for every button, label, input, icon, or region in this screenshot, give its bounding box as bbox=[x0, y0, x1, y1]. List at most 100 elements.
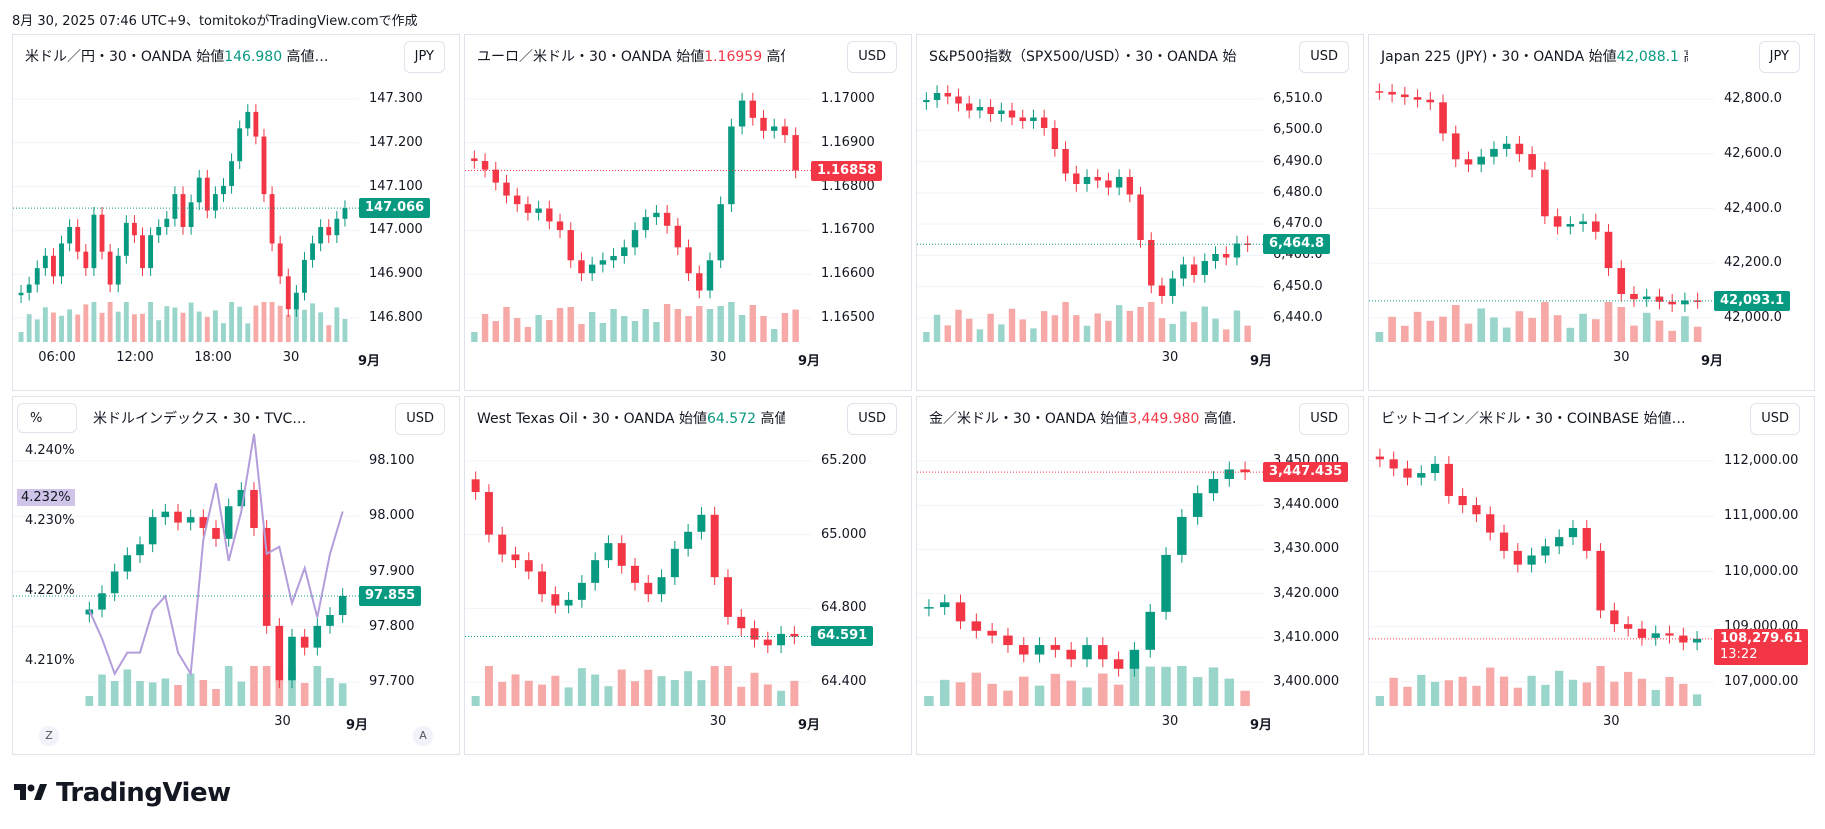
candle-body bbox=[1051, 128, 1059, 149]
last-price-value: 6,464.8 bbox=[1269, 236, 1325, 252]
candle-body bbox=[131, 222, 137, 236]
time-axis-label: 9月 bbox=[1249, 718, 1273, 733]
volume-bar bbox=[763, 684, 772, 706]
panel-title[interactable]: West Texas Oil・30・OANDA 始値64.572 高値… bbox=[475, 408, 785, 428]
volume-bar bbox=[790, 680, 799, 706]
chart-panel-usdjpy[interactable]: 米ドル／円・30・OANDA 始値146.980 高値… JPY 147.300 14… bbox=[12, 34, 460, 391]
last-price-tag: 42,093.1 bbox=[1714, 290, 1791, 311]
candle-body bbox=[1464, 159, 1473, 165]
candle-body bbox=[338, 595, 347, 615]
volume-bar bbox=[99, 312, 105, 342]
candle-body bbox=[269, 194, 275, 244]
candle-body bbox=[174, 511, 182, 523]
candle-body bbox=[229, 161, 235, 186]
volume-bar bbox=[262, 666, 271, 706]
candle-body bbox=[511, 554, 520, 561]
volume-bar bbox=[617, 669, 626, 706]
chart-plot[interactable] bbox=[1369, 397, 1814, 754]
volume-bar bbox=[196, 311, 202, 342]
volume-bar bbox=[1094, 313, 1101, 342]
volume-bar bbox=[1375, 696, 1385, 706]
panel-title[interactable]: 米ドル／円・30・OANDA 始値146.980 高値… bbox=[23, 46, 331, 66]
candle-body bbox=[1105, 180, 1112, 188]
panel-title[interactable]: 金／米ドル・30・OANDA 始値3,449.980 高値… bbox=[927, 408, 1237, 428]
currency-button[interactable]: USD bbox=[1299, 41, 1349, 73]
candle-body bbox=[471, 158, 478, 162]
candle-body bbox=[1019, 645, 1029, 655]
time-axis-label: 30 bbox=[274, 714, 291, 729]
volume-bar bbox=[1681, 316, 1689, 342]
candle-body bbox=[481, 161, 489, 170]
volume-bar bbox=[1642, 312, 1651, 342]
percent-scale-button[interactable]: % bbox=[17, 403, 77, 433]
volume-bar bbox=[610, 309, 617, 342]
price-axis-label: 1.16600 bbox=[821, 266, 875, 282]
candle-body bbox=[1451, 133, 1460, 160]
currency-button[interactable]: USD bbox=[847, 41, 897, 73]
yield-line bbox=[88, 433, 344, 677]
chart-plot[interactable] bbox=[1369, 35, 1814, 390]
tradingview-logo[interactable]: TradingView bbox=[14, 778, 231, 808]
volume-bar bbox=[107, 302, 113, 342]
panel-title[interactable]: ビットコイン／米ドル・30・COINBASE 始値… bbox=[1379, 408, 1688, 428]
candle-body bbox=[484, 492, 493, 535]
candle-body bbox=[115, 255, 121, 285]
volume-bar bbox=[34, 319, 40, 342]
currency-button[interactable]: JPY bbox=[1758, 41, 1800, 73]
candle-body bbox=[262, 528, 271, 626]
price-axis-label: 97.700 bbox=[369, 674, 415, 689]
chart-panel-dxy[interactable]: 米ドルインデックス・30・TVC… USD 98.100 98.000 97.900 97… bbox=[12, 396, 460, 755]
candle-body bbox=[1555, 537, 1564, 547]
candle-body bbox=[1375, 91, 1384, 93]
chart-panel-eurusd[interactable]: ユーロ／米ドル・30・OANDA 始値1.16959 高値… USD 1.17000… bbox=[464, 34, 912, 391]
candle-body bbox=[617, 543, 626, 566]
volume-bar bbox=[1177, 666, 1187, 706]
volume-bar bbox=[338, 683, 347, 706]
volume-bar bbox=[987, 313, 994, 342]
currency-button[interactable]: USD bbox=[395, 403, 445, 435]
candle-body bbox=[99, 214, 105, 252]
title-symbol: 金／米ドル・30・OANDA 始値 bbox=[929, 411, 1129, 427]
chart-plot[interactable] bbox=[917, 397, 1363, 754]
chart-panel-spx500usd[interactable]: S&P500指数（SPX500/USD）・30・OANDA 始値… USD 6,51… bbox=[916, 34, 1364, 391]
chart-plot[interactable] bbox=[465, 35, 911, 390]
panel-title[interactable]: 米ドルインデックス・30・TVC… bbox=[91, 408, 309, 428]
volume-bar bbox=[1490, 317, 1498, 342]
volume-bar bbox=[1430, 681, 1440, 706]
volume-bar bbox=[1553, 315, 1562, 342]
currency-button[interactable]: JPY bbox=[403, 41, 445, 73]
volume-bar bbox=[1630, 325, 1638, 342]
panel-title[interactable]: ユーロ／米ドル・30・OANDA 始値1.16959 高値… bbox=[475, 46, 785, 66]
last-price-value: 97.855 bbox=[365, 587, 416, 603]
price-axis-label: 65.000 bbox=[821, 526, 867, 542]
panel-title[interactable]: S&P500指数（SPX500/USD）・30・OANDA 始値… bbox=[927, 46, 1237, 66]
price-axis-label: 147.000 bbox=[369, 222, 423, 238]
title-symbol: S&P500指数（SPX500/USD）・30・OANDA 始値… bbox=[929, 49, 1237, 65]
chart-plot[interactable] bbox=[917, 35, 1363, 390]
zoom-button[interactable]: Z bbox=[39, 726, 59, 746]
volume-bar bbox=[300, 683, 309, 706]
chart-panel-xauusd[interactable]: 金／米ドル・30・OANDA 始値3,449.980 高値…USD3,450.0… bbox=[916, 396, 1364, 755]
volume-bar bbox=[67, 309, 73, 342]
volume-bar bbox=[199, 680, 208, 706]
chart-plot[interactable] bbox=[13, 397, 459, 754]
chart-panel-btcusd[interactable]: ビットコイン／米ドル・30・COINBASE 始値… USD 112,000.00 1… bbox=[1368, 396, 1815, 755]
candle-body bbox=[148, 517, 157, 545]
candle-body bbox=[110, 571, 119, 594]
candle-body bbox=[1541, 169, 1549, 217]
chart-plot[interactable] bbox=[13, 35, 459, 390]
candle-body bbox=[275, 625, 284, 681]
candle-body bbox=[1180, 264, 1187, 279]
volume-bar bbox=[1169, 323, 1176, 342]
title-symbol: 米ドル／円・30・OANDA 始値 bbox=[25, 49, 225, 65]
panel-title[interactable]: Japan 225 (JPY)・30・OANDA 始値42,088.1 高値… bbox=[1379, 46, 1688, 66]
chart-panel-wticousd[interactable]: West Texas Oil・30・OANDA 始値64.572 高値… USD 6… bbox=[464, 396, 912, 755]
chart-panel-jp225[interactable]: Japan 225 (JPY)・30・OANDA 始値42,088.1 高値… J… bbox=[1368, 34, 1815, 391]
candle-body bbox=[342, 208, 348, 219]
auto-scale-button[interactable]: A bbox=[413, 726, 433, 746]
currency-button[interactable]: USD bbox=[1750, 403, 1800, 435]
candle-body bbox=[1472, 505, 1481, 515]
currency-button[interactable]: USD bbox=[847, 403, 897, 435]
currency-button[interactable]: USD bbox=[1299, 403, 1349, 435]
chart-plot[interactable] bbox=[465, 397, 911, 754]
